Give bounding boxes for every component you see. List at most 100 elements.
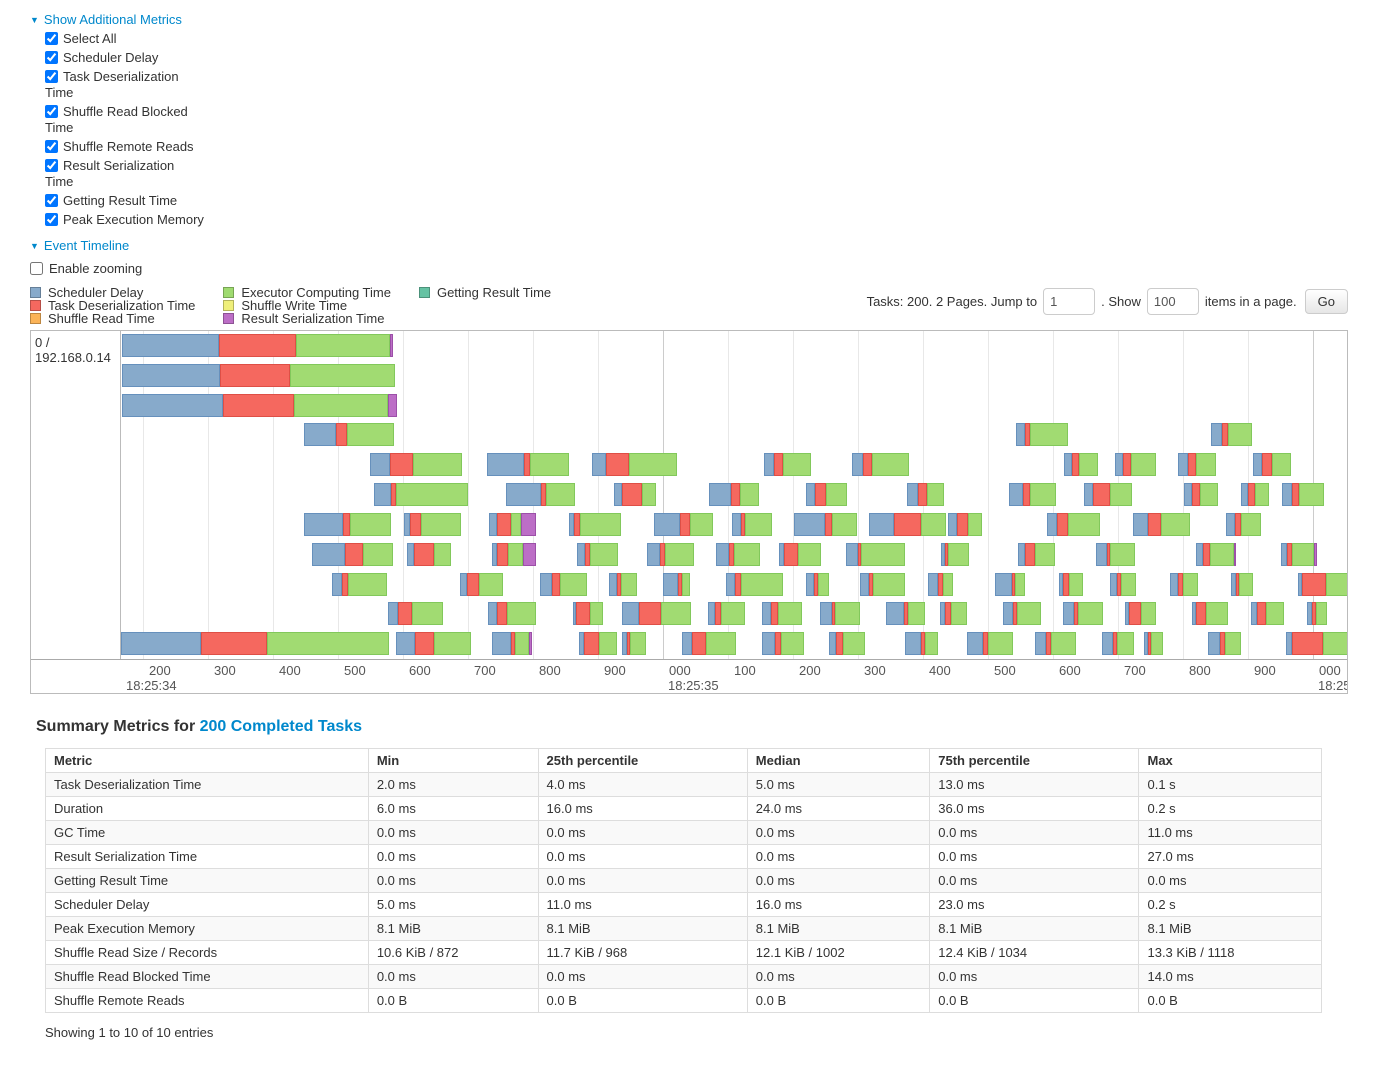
- task-bar[interactable]: [1101, 632, 1134, 655]
- task-bar[interactable]: [646, 543, 694, 566]
- task-bar[interactable]: [761, 602, 802, 625]
- task-bar[interactable]: [303, 423, 394, 446]
- task-bar[interactable]: [966, 632, 1013, 655]
- task-bar[interactable]: [731, 513, 772, 536]
- task-bar[interactable]: [331, 573, 387, 596]
- task-bar[interactable]: [1195, 543, 1236, 566]
- task-bar[interactable]: [395, 632, 471, 655]
- task-bar[interactable]: [576, 543, 618, 566]
- timeline-plot-area[interactable]: [120, 331, 1347, 659]
- task-bar[interactable]: [486, 453, 569, 476]
- task-bar[interactable]: [681, 632, 736, 655]
- task-bar[interactable]: [906, 483, 944, 506]
- task-bar[interactable]: [1046, 513, 1100, 536]
- task-bar[interactable]: [1225, 513, 1261, 536]
- task-bar[interactable]: [1177, 453, 1216, 476]
- task-bar[interactable]: [1062, 602, 1103, 625]
- metric-checkbox[interactable]: [45, 194, 58, 207]
- metric-checkbox[interactable]: [45, 159, 58, 172]
- jump-to-page-input[interactable]: [1043, 288, 1096, 315]
- task-bar[interactable]: [1297, 573, 1347, 596]
- task-bar[interactable]: [819, 602, 860, 625]
- task-bar[interactable]: [387, 602, 443, 625]
- task-bar[interactable]: [1143, 632, 1163, 655]
- metric-checkbox[interactable]: [45, 32, 58, 45]
- task-bar[interactable]: [939, 602, 967, 625]
- task-bar[interactable]: [121, 394, 397, 417]
- task-bar[interactable]: [403, 513, 461, 536]
- task-bar[interactable]: [662, 573, 690, 596]
- task-bar[interactable]: [927, 573, 953, 596]
- task-bar[interactable]: [1252, 453, 1291, 476]
- task-bar[interactable]: [1083, 483, 1132, 506]
- task-bar[interactable]: [845, 543, 905, 566]
- task-bar[interactable]: [994, 573, 1025, 596]
- task-bar[interactable]: [851, 453, 909, 476]
- task-bar[interactable]: [1124, 602, 1156, 625]
- task-bar[interactable]: [1002, 602, 1041, 625]
- task-bar[interactable]: [1280, 543, 1317, 566]
- task-bar[interactable]: [793, 513, 857, 536]
- task-bar[interactable]: [653, 513, 713, 536]
- task-bar[interactable]: [828, 632, 865, 655]
- metric-checkbox[interactable]: [45, 105, 58, 118]
- task-bar[interactable]: [1008, 483, 1056, 506]
- task-bar[interactable]: [311, 543, 393, 566]
- task-bar[interactable]: [1114, 453, 1156, 476]
- enable-zooming-checkbox[interactable]: [30, 262, 43, 275]
- task-bar[interactable]: [708, 483, 759, 506]
- metric-checkbox[interactable]: [45, 140, 58, 153]
- task-bar[interactable]: [491, 543, 536, 566]
- task-bar[interactable]: [1132, 513, 1190, 536]
- task-bar[interactable]: [121, 364, 395, 387]
- task-bar[interactable]: [1285, 632, 1347, 655]
- task-bar[interactable]: [591, 453, 677, 476]
- task-bar[interactable]: [539, 573, 587, 596]
- task-bar[interactable]: [572, 602, 603, 625]
- task-bar[interactable]: [491, 632, 532, 655]
- task-bar[interactable]: [1015, 423, 1068, 446]
- event-timeline-toggle[interactable]: ▼ Event Timeline: [30, 238, 1392, 253]
- task-bar[interactable]: [568, 513, 621, 536]
- task-bar[interactable]: [1207, 632, 1241, 655]
- task-bar[interactable]: [885, 602, 925, 625]
- task-bar[interactable]: [859, 573, 905, 596]
- metric-checkbox[interactable]: [45, 70, 58, 83]
- task-bar[interactable]: [1063, 453, 1098, 476]
- task-bar[interactable]: [1183, 483, 1218, 506]
- task-bar[interactable]: [1281, 483, 1324, 506]
- task-bar[interactable]: [505, 483, 575, 506]
- task-bar[interactable]: [725, 573, 783, 596]
- task-bar[interactable]: [1250, 602, 1284, 625]
- task-bar[interactable]: [805, 573, 829, 596]
- task-bar[interactable]: [940, 543, 969, 566]
- task-bar[interactable]: [613, 483, 656, 506]
- task-bar[interactable]: [373, 483, 468, 506]
- task-bar[interactable]: [1306, 602, 1327, 625]
- task-bar[interactable]: [1210, 423, 1252, 446]
- task-bar[interactable]: [947, 513, 982, 536]
- task-bar[interactable]: [621, 602, 691, 625]
- task-bar[interactable]: [805, 483, 847, 506]
- task-bar[interactable]: [1058, 573, 1083, 596]
- items-per-page-input[interactable]: [1146, 288, 1199, 315]
- task-bar[interactable]: [120, 632, 389, 655]
- completed-tasks-link[interactable]: 200 Completed Tasks: [199, 718, 363, 735]
- task-bar[interactable]: [303, 513, 391, 536]
- metric-checkbox[interactable]: [45, 51, 58, 64]
- metric-checkbox[interactable]: [45, 213, 58, 226]
- task-bar[interactable]: [778, 543, 821, 566]
- task-bar[interactable]: [488, 513, 536, 536]
- task-bar[interactable]: [1095, 543, 1135, 566]
- task-bar[interactable]: [1017, 543, 1055, 566]
- go-button[interactable]: Go: [1304, 289, 1348, 314]
- task-bar[interactable]: [608, 573, 637, 596]
- task-bar[interactable]: [715, 543, 760, 566]
- task-bar[interactable]: [578, 632, 617, 655]
- task-bar[interactable]: [868, 513, 946, 536]
- task-bar[interactable]: [1169, 573, 1198, 596]
- task-bar[interactable]: [1240, 483, 1269, 506]
- task-bar[interactable]: [121, 334, 393, 357]
- task-bar[interactable]: [621, 632, 646, 655]
- task-bar[interactable]: [487, 602, 536, 625]
